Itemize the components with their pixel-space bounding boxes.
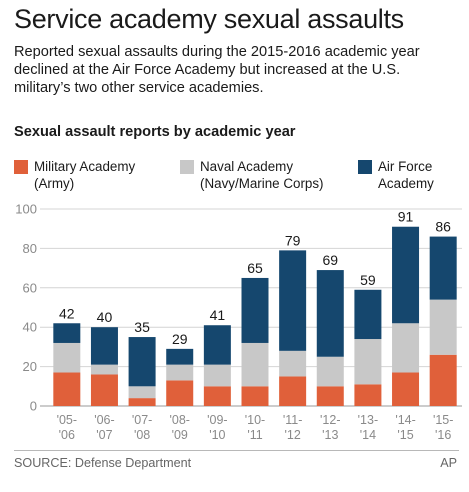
x-tick-label-5-0: '10- — [245, 413, 265, 427]
page-subtitle: Reported sexual assaults during the 2015… — [14, 44, 420, 96]
legend-swatch-army — [14, 160, 28, 174]
legend-label-army: Military Academy (Army) — [34, 158, 135, 192]
chart-title: Sexual assault reports by academic year — [14, 124, 296, 140]
x-tick-label-7-1: '13 — [322, 428, 338, 442]
bar-segment-7-2 — [316, 270, 344, 357]
legend-label-airforce-line1: Air Force — [378, 159, 433, 174]
bar-segment-0-1 — [53, 342, 81, 373]
x-tick-label-6-0: '11- — [283, 413, 303, 427]
bar-segment-1-1 — [90, 364, 118, 375]
bar-segment-2-1 — [128, 386, 156, 399]
stacked-bar-chart: 0 20 40 60 80 100 42 '05-'06 40 '06-'07 35 '07-'08 2… — [15, 202, 462, 442]
bar-segment-10-0 — [429, 354, 457, 406]
legend-label-navy-line1: Naval Academy — [200, 159, 294, 174]
bar-segment-2-0 — [128, 398, 156, 406]
x-tick-label-4-1: '10 — [209, 428, 225, 442]
bar-segment-8-0 — [354, 384, 382, 406]
total-label-8: 59 — [360, 272, 376, 288]
x-tick-label-1-0: '06- — [94, 413, 114, 427]
bar-segment-5-1 — [241, 342, 269, 387]
x-tick-label-0-1: '06 — [59, 428, 75, 442]
total-label-6: 79 — [285, 232, 301, 248]
bar-segment-5-2 — [241, 277, 269, 343]
bar-segment-7-1 — [316, 356, 344, 387]
footer-divider — [14, 450, 459, 451]
legend-label-airforce-line2: Academy — [378, 176, 434, 191]
legend-label-navy: Naval Academy (Navy/Marine Corps) — [200, 158, 324, 192]
x-tick-label-1-1: '07 — [96, 428, 112, 442]
bar-segment-5-0 — [241, 386, 269, 406]
y-tick-label-40: 40 — [23, 320, 37, 335]
bar-segment-9-1 — [392, 323, 420, 373]
x-tick-label-9-0: '14- — [395, 413, 415, 427]
legend-label-army-line2: (Army) — [34, 176, 75, 191]
total-label-2: 35 — [134, 319, 150, 335]
bar-segment-6-1 — [279, 350, 307, 377]
bar-segment-3-0 — [166, 380, 194, 406]
bar-segment-4-1 — [203, 364, 231, 387]
legend-swatch-airforce — [358, 160, 372, 174]
bar-segment-3-2 — [166, 348, 194, 365]
x-tick-label-2-1: '08 — [134, 428, 150, 442]
total-label-7: 69 — [322, 252, 338, 268]
bar-segment-3-1 — [166, 364, 194, 381]
bar-segment-9-2 — [392, 226, 420, 324]
x-tick-label-3-1: '09 — [172, 428, 188, 442]
x-tick-label-6-1: '12 — [284, 428, 300, 442]
bar-segment-6-2 — [279, 250, 307, 351]
total-label-10: 86 — [435, 219, 451, 235]
x-tick-label-10-1: '16 — [435, 428, 451, 442]
legend-label-airforce: Air Force Academy — [378, 158, 434, 192]
bar-segment-1-2 — [90, 327, 118, 365]
legend-label-army-line1: Military Academy — [34, 159, 136, 174]
x-tick-label-7-0: '12- — [320, 413, 340, 427]
x-tick-label-8-0: '13- — [358, 413, 378, 427]
bar-segment-8-1 — [354, 339, 382, 385]
bar-segment-4-0 — [203, 386, 231, 406]
total-label-3: 29 — [172, 331, 188, 347]
bar-segment-6-0 — [279, 376, 307, 406]
page-title: Service academy sexual assaults — [14, 4, 404, 34]
x-tick-label-0-0: '05- — [57, 413, 77, 427]
total-label-4: 41 — [210, 307, 226, 323]
bar-segment-10-2 — [429, 236, 457, 300]
y-tick-label-20: 20 — [23, 359, 37, 374]
total-label-0: 42 — [59, 305, 75, 321]
y-tick-label-80: 80 — [23, 241, 37, 256]
x-tick-label-5-1: '11 — [247, 428, 262, 442]
source-note: SOURCE: Defense Department — [14, 456, 192, 470]
x-tick-label-4-0: '09- — [207, 413, 227, 427]
bar-segment-4-2 — [203, 325, 231, 365]
bar-segment-8-2 — [354, 289, 382, 340]
legend-label-navy-line2: (Navy/Marine Corps) — [200, 176, 324, 191]
bar-segment-0-2 — [53, 323, 81, 343]
x-tick-label-3-0: '08- — [170, 413, 190, 427]
y-tick-label-60: 60 — [23, 280, 37, 295]
bar-segment-9-0 — [392, 372, 420, 406]
bar-segment-0-0 — [53, 372, 81, 406]
total-label-9: 91 — [398, 209, 414, 225]
total-label-5: 65 — [247, 260, 263, 276]
credit-note: AP — [440, 456, 457, 470]
bar-segment-1-0 — [90, 374, 118, 406]
x-tick-label-2-0: '07- — [132, 413, 152, 427]
bar-segment-7-0 — [316, 386, 344, 406]
y-tick-label-0: 0 — [30, 399, 37, 414]
bar-segment-10-1 — [429, 299, 457, 355]
legend-swatch-navy — [180, 160, 194, 174]
x-tick-label-8-1: '14 — [360, 428, 376, 442]
x-tick-label-9-1: '15 — [397, 428, 413, 442]
total-label-1: 40 — [97, 309, 113, 325]
y-tick-label-100: 100 — [15, 202, 37, 217]
x-tick-label-10-0: '15- — [433, 413, 453, 427]
bar-segment-2-2 — [128, 337, 156, 387]
